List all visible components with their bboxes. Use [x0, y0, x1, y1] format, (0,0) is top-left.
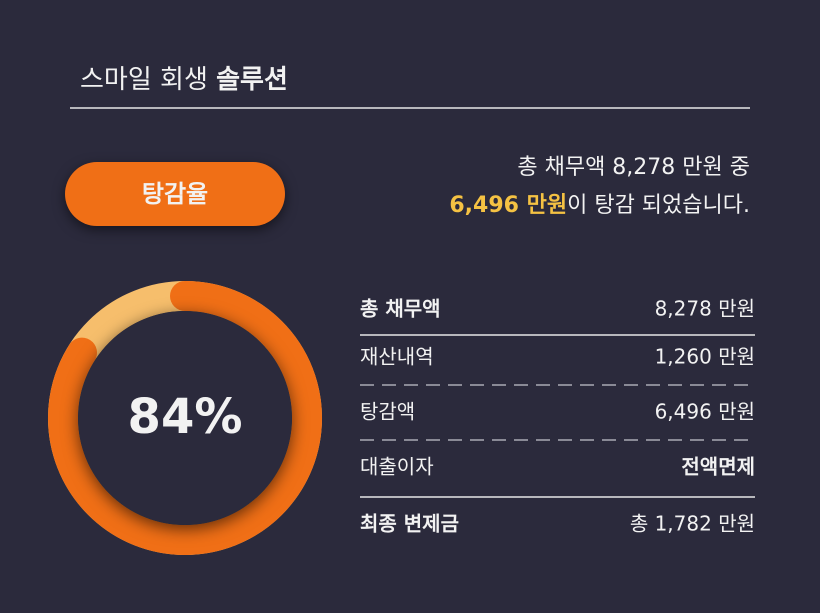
donut-arc [48, 281, 322, 555]
row-value: 전액면제 [681, 455, 755, 479]
row-label: 재산내역 [360, 345, 434, 369]
donut-inner [78, 311, 292, 525]
summary-line1: 총 채무액 8,278 만원 중 [517, 155, 750, 180]
row-label: 최종 변제금 [360, 512, 459, 536]
badge-label: 탕감율 [142, 180, 208, 208]
badge [65, 162, 285, 226]
donut: 84% [48, 281, 322, 555]
row-value: 6,496 만원 [655, 400, 755, 424]
summary-highlight: 6,496 만원 [449, 193, 567, 218]
title: 스마일 회생 솔루션 [80, 65, 288, 95]
row-value: 8,278 만원 [655, 297, 755, 321]
donut-label: 84% [128, 389, 243, 445]
title-bold: 솔루션 [216, 65, 288, 95]
summary-line2: 6,496 만원이 탕감 되었습니다. [449, 193, 750, 218]
row-label: 탕감액 [360, 400, 415, 424]
row-label: 총 채무액 [360, 297, 441, 321]
row-label: 대출이자 [360, 455, 434, 479]
row-value: 총 1,782 만원 [630, 512, 755, 536]
title-text: 스마일 회생 [80, 65, 208, 95]
row-value: 1,260 만원 [655, 345, 755, 369]
summary-rest: 이 탕감 되었습니다. [567, 193, 750, 218]
